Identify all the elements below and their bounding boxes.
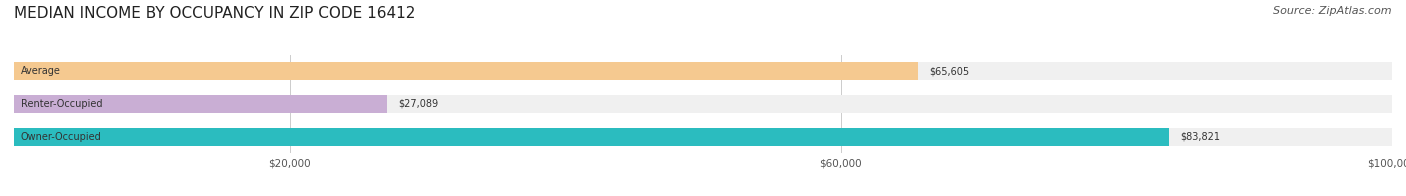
- Text: Source: ZipAtlas.com: Source: ZipAtlas.com: [1274, 6, 1392, 16]
- Text: $27,089: $27,089: [398, 99, 439, 109]
- Bar: [14, 62, 1392, 80]
- Bar: [14, 95, 1392, 113]
- Text: Renter-Occupied: Renter-Occupied: [21, 99, 103, 109]
- Bar: [14, 62, 918, 80]
- Text: $65,605: $65,605: [929, 66, 969, 76]
- Text: Average: Average: [21, 66, 60, 76]
- Bar: [14, 128, 1168, 145]
- Text: $83,821: $83,821: [1180, 132, 1220, 142]
- Bar: [14, 128, 1392, 145]
- Text: Owner-Occupied: Owner-Occupied: [21, 132, 101, 142]
- Bar: [14, 95, 387, 113]
- Text: MEDIAN INCOME BY OCCUPANCY IN ZIP CODE 16412: MEDIAN INCOME BY OCCUPANCY IN ZIP CODE 1…: [14, 6, 415, 21]
